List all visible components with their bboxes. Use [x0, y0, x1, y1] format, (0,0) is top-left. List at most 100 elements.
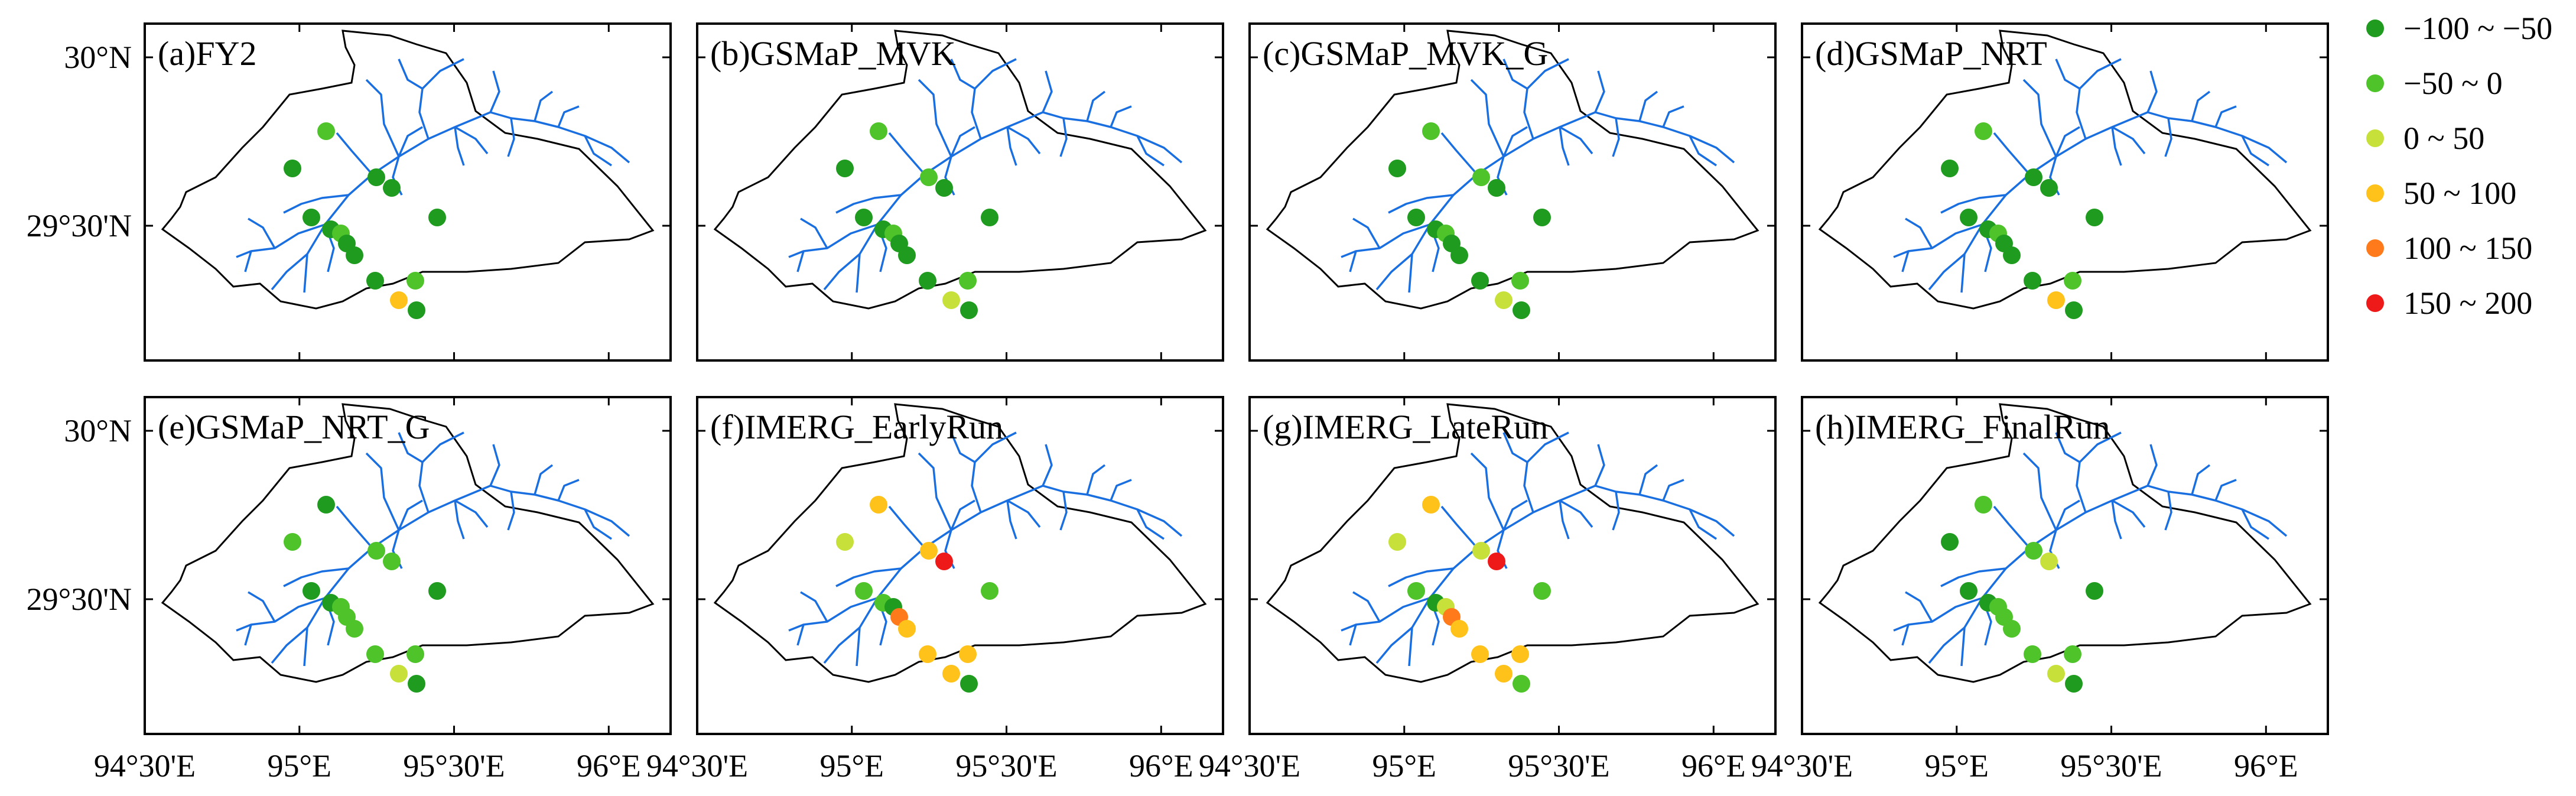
panel-title: (f)IMERG_EarlyRun: [710, 408, 1003, 446]
basin-boundary: [161, 30, 655, 310]
station-marker: [1388, 160, 1406, 177]
station-marker: [1450, 620, 1468, 638]
station-marker: [2065, 301, 2083, 319]
river-line: [1136, 135, 1165, 167]
legend-label: −50 ~ 0: [2403, 66, 2503, 101]
x-tick-label: 95°30'E: [955, 748, 1057, 784]
panel-frame: [1248, 22, 1777, 362]
basin-boundary: [1266, 30, 1759, 310]
river-line: [2111, 126, 2122, 166]
river-line: [2146, 444, 2158, 486]
river-line: [2164, 118, 2172, 157]
river-line: [2022, 452, 2057, 531]
river-line: [1007, 499, 1041, 528]
legend-label: 150 ~ 200: [2403, 285, 2532, 321]
station-marker: [2086, 209, 2103, 226]
river-line: [1352, 591, 1381, 622]
river-line: [1905, 217, 1933, 249]
river-line: [534, 464, 554, 495]
legend-swatch: [2366, 294, 2384, 312]
station-marker: [935, 179, 953, 197]
river-line: [271, 253, 308, 291]
station-marker: [870, 496, 887, 514]
river-line: [1059, 491, 1068, 531]
river-line: [557, 105, 580, 128]
x-tick-label: 95°30'E: [1508, 748, 1609, 784]
river-line: [1928, 626, 1966, 664]
river-line: [507, 118, 515, 157]
station-marker: [855, 582, 873, 600]
x-tick-label: 95°30'E: [2060, 748, 2162, 784]
river-line: [918, 452, 952, 531]
station-marker: [406, 272, 424, 290]
station-marker: [855, 209, 873, 226]
river-line: [1905, 591, 1933, 622]
river-line: [248, 217, 276, 249]
river-line: [1638, 464, 1658, 495]
panel-frame: [696, 22, 1224, 362]
river-line: [2164, 491, 2172, 531]
legend-swatch: [2366, 74, 2384, 92]
river-line: [2055, 499, 2080, 531]
station-marker: [1407, 582, 1425, 600]
river-line: [918, 79, 952, 157]
river-line: [2241, 509, 2269, 540]
river-line: [1594, 444, 1605, 486]
station-marker: [383, 179, 401, 197]
river-line: [823, 626, 861, 664]
station-marker: [2025, 168, 2042, 186]
station-marker: [2003, 246, 2021, 264]
legend-label: 0 ~ 50: [2403, 121, 2484, 156]
river-line: [1440, 132, 1478, 176]
station-marker: [408, 301, 425, 319]
river-line: [800, 217, 828, 249]
station-marker: [1488, 179, 1505, 197]
river-line: [454, 126, 489, 155]
river-line: [248, 591, 276, 622]
station-marker: [1450, 246, 1468, 264]
river-line: [454, 499, 489, 528]
x-tick-label: 95°E: [1924, 748, 1989, 784]
river-line: [1110, 479, 1132, 501]
river-line: [800, 591, 828, 622]
x-tick-label: 95°30'E: [403, 748, 505, 784]
river-line: [398, 432, 423, 463]
river-line: [2055, 59, 2080, 90]
station-marker: [2024, 272, 2041, 290]
river-line: [1006, 500, 1017, 540]
river-line: [1006, 126, 1017, 166]
basin-boundary: [1266, 403, 1759, 683]
station-marker: [2025, 542, 2042, 560]
station-marker: [390, 665, 408, 683]
station-marker: [1488, 553, 1505, 570]
river-line: [271, 626, 308, 664]
station-marker: [1513, 301, 1530, 319]
station-marker: [366, 272, 384, 290]
basin-boundary: [1818, 403, 2312, 683]
river-line: [796, 251, 805, 272]
river-line: [1502, 499, 1528, 531]
station-marker: [836, 160, 854, 177]
river-line: [950, 126, 975, 157]
river-line: [1993, 132, 2031, 176]
river-line: [398, 59, 423, 90]
river-line: [507, 491, 515, 531]
river-line: [2241, 135, 2269, 167]
river-line: [1388, 194, 1454, 214]
x-tick-label: 94°30'E: [1751, 748, 1853, 784]
map-panel: (g)IMERG_LateRun 94°30'E 95°E 95°30'E 96°E: [1199, 396, 1777, 784]
river-line: [1559, 126, 1570, 166]
river-line: [283, 194, 349, 214]
station-marker: [1472, 168, 1490, 186]
station-marker: [2064, 272, 2081, 290]
legend-swatch: [2366, 184, 2384, 202]
river-line: [2111, 500, 2122, 540]
river-line: [1042, 444, 1053, 486]
river-line: [835, 194, 902, 214]
panel-title: (g)IMERG_LateRun: [1263, 408, 1548, 446]
river-line: [398, 499, 423, 531]
river-line: [1440, 505, 1478, 549]
station-marker: [935, 553, 953, 570]
river-line: [1086, 90, 1106, 122]
station-marker: [1388, 533, 1406, 551]
